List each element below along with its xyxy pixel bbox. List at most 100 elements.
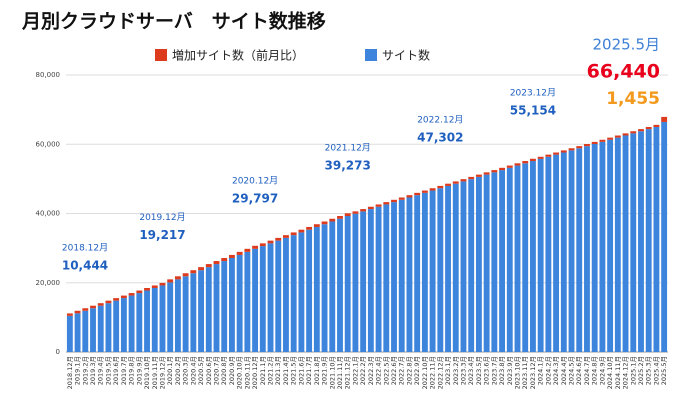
bar-segment xyxy=(213,264,220,352)
y-tick-label: 0 xyxy=(56,348,60,356)
x-tick-label: 2018.12月 xyxy=(66,356,74,389)
annotation-value: 39,273 xyxy=(325,159,371,173)
x-tick-label: 2021.11月 xyxy=(336,356,344,389)
x-tick-label: 2024.8月 xyxy=(591,356,599,385)
bar-segment xyxy=(205,264,212,268)
bar-segment xyxy=(429,190,436,352)
legend-swatch xyxy=(155,49,167,61)
x-tick-label: 2025.5月 xyxy=(660,356,668,385)
x-tick-label: 2020.8月 xyxy=(220,356,228,385)
x-tick-label: 2023.1月 xyxy=(444,356,452,385)
x-tick-label: 2023.6月 xyxy=(483,356,491,385)
annotation-label: 2019.12月 xyxy=(139,212,185,223)
bar-segment xyxy=(306,229,313,352)
bar-segment xyxy=(383,204,390,352)
bar-segment xyxy=(283,237,289,352)
bar-segment xyxy=(391,199,397,203)
bar-segment xyxy=(244,251,251,352)
annotation-value: 29,797 xyxy=(232,191,278,205)
bar-segment xyxy=(499,170,505,352)
bar-segment xyxy=(252,245,259,249)
bar-segment xyxy=(475,174,482,177)
x-tick-label: 2023.5月 xyxy=(475,356,483,385)
bar-segment xyxy=(367,206,374,210)
annotation-label: 2023.12月 xyxy=(510,88,556,99)
bar-segment xyxy=(298,229,305,233)
bar-segment xyxy=(599,141,606,352)
bar-segment xyxy=(236,254,243,352)
bar-segment xyxy=(645,126,652,130)
bar-segment xyxy=(313,226,320,352)
bar-segment xyxy=(321,221,328,225)
x-tick-label: 2022.1月 xyxy=(351,356,359,385)
bar-segment xyxy=(545,156,552,352)
bar-segment xyxy=(367,209,374,352)
bar-segment xyxy=(167,282,174,352)
annotation-label: 2018.12月 xyxy=(62,242,108,253)
bar-segment xyxy=(90,305,96,309)
x-tick-label: 2024.10月 xyxy=(606,356,614,389)
bar-segment xyxy=(568,148,575,151)
bar-segment xyxy=(329,221,336,352)
bar-segment xyxy=(290,232,297,236)
x-tick-label: 2020.5月 xyxy=(197,356,205,385)
bar-segment xyxy=(128,295,135,352)
x-tick-label: 2023.9月 xyxy=(506,356,514,385)
bar-segment xyxy=(530,161,536,352)
chart-title: 月別クラウドサーバ サイト数推移 xyxy=(21,10,326,33)
x-tick-label: 2020.11月 xyxy=(243,356,251,389)
x-tick-label: 2021.10月 xyxy=(328,356,336,389)
x-tick-label: 2019.4月 xyxy=(97,356,105,385)
x-tick-label: 2022.3月 xyxy=(367,356,375,385)
bar-segment xyxy=(290,235,297,352)
x-tick-label: 2024.6月 xyxy=(575,356,583,385)
bar-segment xyxy=(568,150,575,352)
x-tick-label: 2025.2月 xyxy=(637,356,645,385)
bar-segment xyxy=(182,273,189,277)
bar-segment xyxy=(584,146,590,352)
bar-segment xyxy=(283,235,289,238)
bar-segment xyxy=(483,174,490,352)
bar-segment xyxy=(591,141,598,145)
x-tick-label: 2020.4月 xyxy=(189,356,197,385)
bar-segment xyxy=(553,154,560,352)
x-tick-label: 2021.9月 xyxy=(321,356,329,385)
callout-value: 1,455 xyxy=(606,89,660,109)
bar-segment xyxy=(66,315,73,352)
bar-segment xyxy=(151,285,158,288)
x-tick-label: 2020.6月 xyxy=(205,356,213,385)
bar-segment xyxy=(661,121,668,352)
bar-segment xyxy=(136,290,143,294)
bar-segment xyxy=(275,237,282,241)
bar-segment xyxy=(337,216,343,219)
x-tick-label: 2019.6月 xyxy=(112,356,120,385)
y-tick-label: 60,000 xyxy=(36,140,61,148)
bar-segment xyxy=(445,185,451,352)
bar-segment xyxy=(553,152,560,155)
bar-segment xyxy=(522,161,529,164)
bar-segment xyxy=(105,300,112,304)
x-tick-label: 2019.9月 xyxy=(135,356,143,385)
x-tick-label: 2019.11月 xyxy=(151,356,159,389)
x-tick-label: 2021.12月 xyxy=(344,356,352,389)
bar-segment xyxy=(113,300,120,352)
x-tick-label: 2024.2月 xyxy=(544,356,552,385)
bar-segment xyxy=(614,137,621,352)
bar-segment xyxy=(329,218,336,222)
x-tick-label: 2024.12月 xyxy=(622,356,630,389)
bar-segment xyxy=(97,305,104,352)
x-tick-label: 2019.3月 xyxy=(89,356,97,385)
bar-segment xyxy=(128,293,135,296)
x-tick-label: 2022.11月 xyxy=(429,356,437,389)
bar-segment xyxy=(560,150,567,153)
bar-segment xyxy=(452,183,459,352)
legend-swatch xyxy=(365,49,377,61)
x-tick-label: 2022.5月 xyxy=(382,356,390,385)
x-tick-label: 2022.12月 xyxy=(436,356,444,389)
annotation-value: 19,217 xyxy=(139,228,185,242)
bar-segment xyxy=(190,273,197,352)
bar-segment xyxy=(414,192,421,196)
bar-segment xyxy=(421,190,428,193)
x-tick-label: 2020.3月 xyxy=(182,356,190,385)
bar-segment xyxy=(406,197,413,352)
